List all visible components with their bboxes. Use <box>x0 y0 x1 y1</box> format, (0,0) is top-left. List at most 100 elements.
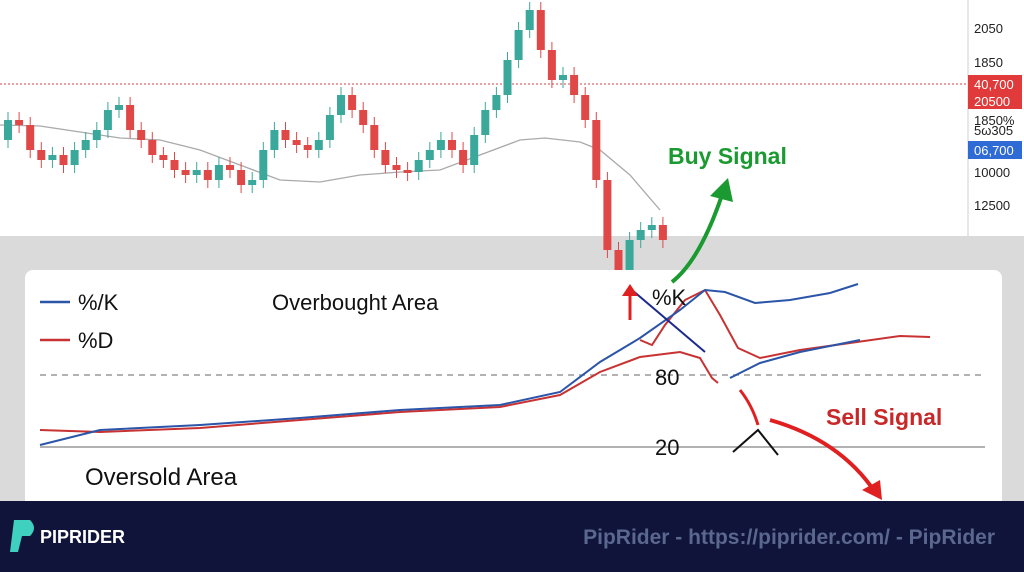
candle-body <box>170 160 179 170</box>
candle-body <box>581 95 590 120</box>
oversold-label: Oversold Area <box>85 464 238 491</box>
candle-body <box>214 165 223 180</box>
candle-body <box>292 140 301 145</box>
buy-arrow-head <box>710 178 733 202</box>
candles <box>4 2 667 298</box>
k-label: %K <box>652 285 687 310</box>
candle-body <box>470 135 479 165</box>
brand: PIPRIDER <box>40 527 125 547</box>
candle-body <box>570 75 579 95</box>
candle-body <box>159 155 168 160</box>
candle-body <box>126 105 135 130</box>
k-line-lower <box>729 339 861 379</box>
candle-body <box>226 165 234 170</box>
k-line <box>39 283 859 446</box>
sell-signal: Sell Signal <box>826 404 942 430</box>
candle-body <box>547 50 556 80</box>
candle-body <box>359 110 368 125</box>
up-arrow-head <box>622 284 638 296</box>
candle-body <box>414 160 423 172</box>
candle-body <box>59 155 68 165</box>
candle-body <box>303 145 312 150</box>
candle-body <box>337 95 345 115</box>
legend-d: %D <box>78 328 113 353</box>
candle-body <box>370 125 379 150</box>
price-label: 12500 <box>974 198 1010 213</box>
buy-signal: Buy Signal <box>668 143 787 169</box>
candle-body <box>459 150 468 165</box>
buy-arrow <box>670 194 724 284</box>
price-label: 5ω305 <box>974 123 1013 138</box>
candle-body <box>636 230 645 240</box>
candle-body <box>658 225 667 240</box>
candle-body <box>314 140 323 150</box>
candle-body <box>281 130 290 140</box>
sell-arrow <box>738 389 760 426</box>
footer <box>0 501 1024 572</box>
candle-body <box>425 150 434 160</box>
candle-body <box>525 10 534 30</box>
candle-body <box>325 115 334 140</box>
footer-text: PipRider - https://piprider.com/ - PipRi… <box>583 526 995 549</box>
candle-body <box>181 170 190 175</box>
d-line <box>39 350 719 434</box>
level-80-label: 80 <box>655 365 679 390</box>
candle-body <box>259 150 268 180</box>
price-label: 2050 <box>974 21 1003 36</box>
candle-body <box>436 140 445 150</box>
candle-body <box>625 240 634 290</box>
price-label: 06,700 <box>974 143 1014 158</box>
cross-line <box>631 289 706 353</box>
price-label: 20500 <box>974 94 1010 109</box>
price-label: 1850% <box>974 113 1015 128</box>
candle-body <box>92 130 101 140</box>
candle-body <box>448 140 456 150</box>
candle-body <box>503 60 512 95</box>
candle-body <box>203 170 212 180</box>
candle-body <box>48 155 57 160</box>
candle-body <box>15 120 24 125</box>
price-tag <box>968 141 1022 159</box>
cross-mark <box>732 428 779 456</box>
price-tag <box>968 93 1022 109</box>
candle-body <box>481 110 490 135</box>
candle-body <box>559 75 567 80</box>
price-label: 40,700 <box>974 77 1014 92</box>
candle-body <box>514 30 523 60</box>
oscillator-panel <box>25 270 1002 510</box>
candle-body <box>237 170 246 185</box>
candle-body <box>492 95 501 110</box>
candle-body <box>4 120 12 140</box>
candle-body <box>103 110 112 130</box>
legend-k: %/K <box>78 290 119 315</box>
candle-body <box>192 170 201 175</box>
candle-body <box>403 170 412 173</box>
candle-body <box>81 140 90 150</box>
candle-body <box>248 180 257 185</box>
candle-body <box>148 140 157 155</box>
sell-arrow-head <box>862 480 882 500</box>
candle-body <box>70 150 79 165</box>
logo-icon <box>10 520 34 552</box>
candle-body <box>381 150 390 165</box>
candle-body <box>348 95 357 110</box>
candle-body <box>592 120 601 180</box>
price-labels: 2050 1850 40,700 20500 1850% 5ω305 06,70… <box>968 21 1022 213</box>
candle-body <box>37 150 46 160</box>
level-20-label: 20 <box>655 435 679 460</box>
d-line-upper <box>639 288 931 360</box>
candle-body <box>137 130 146 140</box>
candle-body <box>603 180 612 250</box>
price-tag <box>968 75 1022 93</box>
overbought-label: Overbought Area <box>272 290 439 315</box>
candle-body <box>26 125 35 150</box>
candle-body <box>115 105 123 110</box>
sell-arrow <box>769 418 877 494</box>
candle-body <box>647 225 656 230</box>
candle-body <box>270 130 279 150</box>
candle-body <box>392 165 401 170</box>
price-label: 10000 <box>974 165 1010 180</box>
price-label: 1850 <box>974 55 1003 70</box>
moving-average <box>0 124 661 211</box>
